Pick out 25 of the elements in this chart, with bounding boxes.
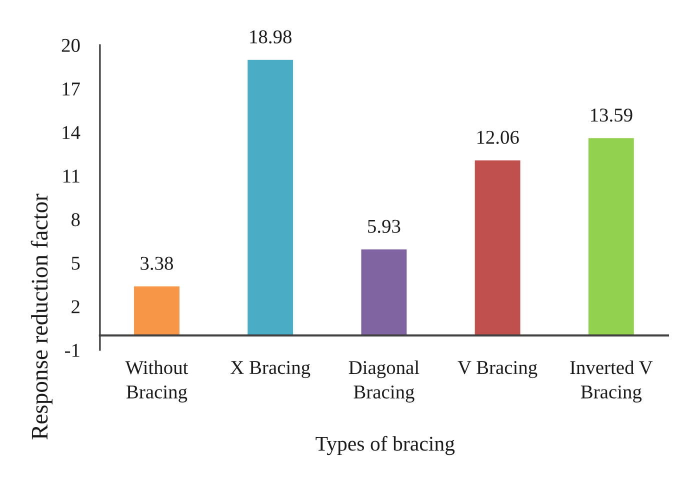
x-axis-title: Types of bracing (316, 436, 455, 456)
bar (588, 138, 634, 336)
y-tick-label: -1 (65, 344, 80, 357)
data-label: 3.38 (140, 256, 174, 270)
y-tick-label: 11 (63, 170, 80, 182)
x-tick-label: X Bracing (230, 361, 310, 378)
x-tick-label: Inverted V Bracing (570, 360, 653, 403)
y-tick-label: 17 (62, 82, 80, 96)
x-tick-label: V Bracing (458, 361, 538, 378)
y-tick-label: 8 (72, 213, 80, 226)
bar (248, 60, 294, 336)
y-tick-label: 20 (62, 38, 80, 52)
y-tick-label: 14 (62, 126, 80, 139)
data-label: 18.98 (250, 30, 292, 44)
bar (134, 286, 180, 336)
x-tick-label: Without Bracing (125, 360, 188, 403)
data-label: 13.59 (591, 108, 632, 122)
bar (474, 160, 520, 336)
data-label: 12.06 (477, 130, 519, 144)
x-tick-label: Diagonal Bracing (348, 360, 420, 403)
data-label: 5.93 (368, 220, 400, 233)
y-tick-label: 2 (72, 300, 80, 314)
y-tick-label: 5 (72, 256, 80, 270)
bar (361, 249, 407, 336)
y-axis-title: Response reduction factor (30, 194, 52, 440)
